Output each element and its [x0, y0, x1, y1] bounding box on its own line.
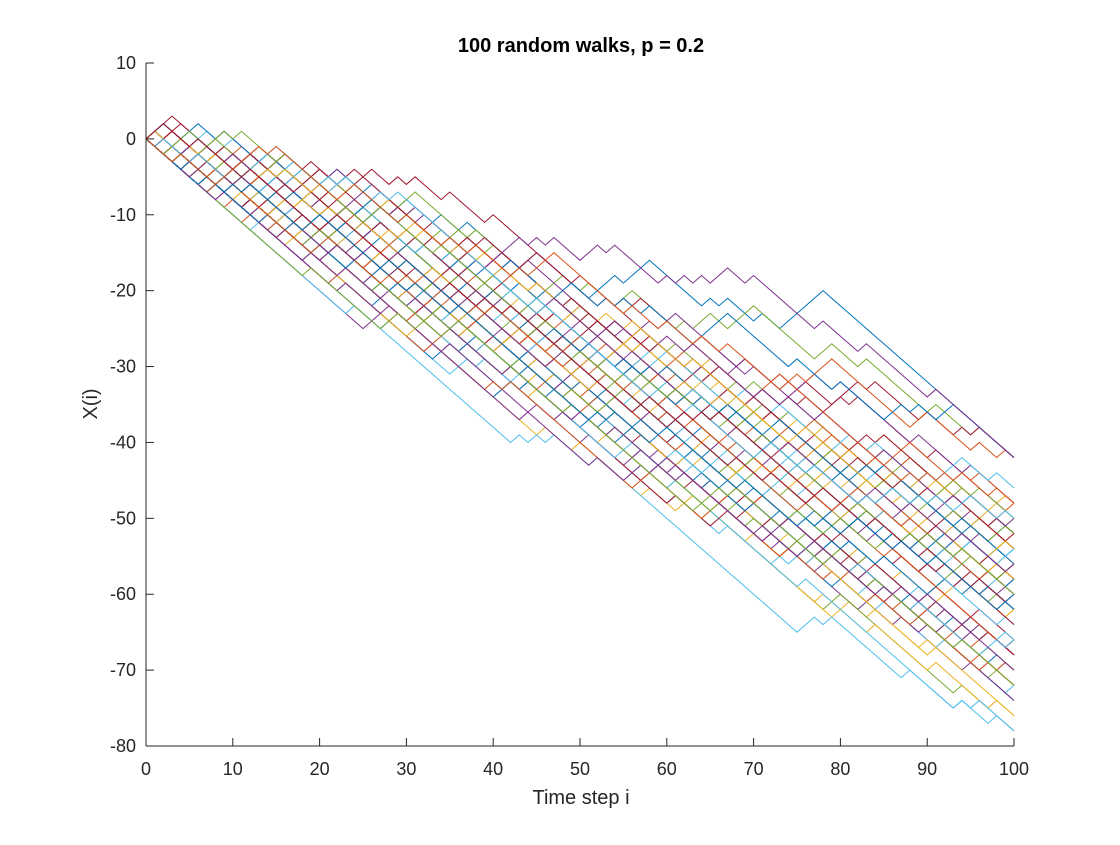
y-tick-label: 0 [126, 129, 136, 149]
y-ticks: 10 0 -10 -20 -30 -40 -50 -60 -70 -80 [110, 53, 154, 756]
walk-series-21 [145, 138, 1015, 588]
y-tick-label: -10 [110, 205, 136, 225]
y-axis-label: X(i) [80, 388, 102, 419]
y-tick-label: -60 [110, 584, 136, 604]
walk-series-50 [145, 130, 1015, 701]
walk-series-67 [145, 138, 1015, 458]
walk-series-45 [145, 130, 1015, 565]
x-tick-label: 90 [917, 759, 937, 779]
walk-series-96 [145, 130, 1015, 595]
x-tick-label: 40 [483, 759, 503, 779]
y-tick-label: 10 [116, 53, 136, 73]
walk-series-30 [145, 130, 1015, 656]
walk-series-44 [145, 138, 1015, 519]
x-tick-label: 50 [570, 759, 590, 779]
walk-series-51 [145, 130, 1015, 459]
walk-series-86 [145, 130, 1015, 595]
x-axis-label: Time step i [532, 787, 629, 809]
walk-series-98 [145, 123, 1015, 625]
walk-series-5 [145, 130, 1015, 458]
walk-series-100 [145, 138, 1015, 504]
x-tick-label: 100 [999, 759, 1029, 779]
x-tick-label: 20 [310, 759, 330, 779]
walk-series-83 [145, 130, 1015, 626]
walk-series-99 [145, 138, 1015, 611]
walk-series-14 [145, 130, 1015, 519]
walk-series-97 [145, 138, 1015, 519]
walk-series-57 [145, 138, 1015, 458]
walk-series-80 [145, 138, 1015, 618]
walk-series-70 [145, 130, 1015, 550]
x-tick-label: 70 [744, 759, 764, 779]
x-tick-label: 80 [830, 759, 850, 779]
chart-title: 100 random walks, p = 0.2 [458, 35, 704, 57]
walk-series-24 [145, 138, 1015, 618]
x-tick-label: 30 [396, 759, 416, 779]
walk-series-22 [145, 130, 1015, 580]
y-tick-label: -80 [110, 736, 136, 756]
walk-series-90 [145, 130, 1015, 565]
walk-series-group [145, 115, 1015, 732]
y-tick-label: -50 [110, 508, 136, 528]
walk-series-81 [145, 138, 1015, 527]
y-tick-label: -40 [110, 432, 136, 452]
walk-series-37 [145, 130, 1015, 504]
x-tick-label: 10 [223, 759, 243, 779]
y-tick-label: -20 [110, 281, 136, 301]
walk-series-42 [145, 130, 1015, 458]
x-tick-label: 60 [657, 759, 677, 779]
walk-series-85 [145, 138, 1015, 557]
y-tick-label: -70 [110, 660, 136, 680]
walk-series-84 [145, 123, 1015, 573]
x-ticks: 0 10 20 30 40 50 60 70 80 90 100 [141, 738, 1029, 779]
y-tick-label: -30 [110, 357, 136, 377]
walk-series-87 [145, 138, 1015, 557]
walk-series-1 [145, 138, 1015, 458]
walk-series-69 [145, 138, 1015, 489]
walk-series-35 [145, 115, 1015, 580]
x-tick-label: 0 [141, 759, 151, 779]
walk-series-19 [145, 130, 1015, 610]
walk-series-8 [145, 138, 1015, 588]
walk-series-77 [145, 138, 1015, 542]
walk-series-10 [145, 138, 1015, 519]
walk-series-94 [145, 130, 1015, 580]
walk-series-95 [145, 138, 1015, 573]
walk-series-25 [145, 130, 1015, 504]
